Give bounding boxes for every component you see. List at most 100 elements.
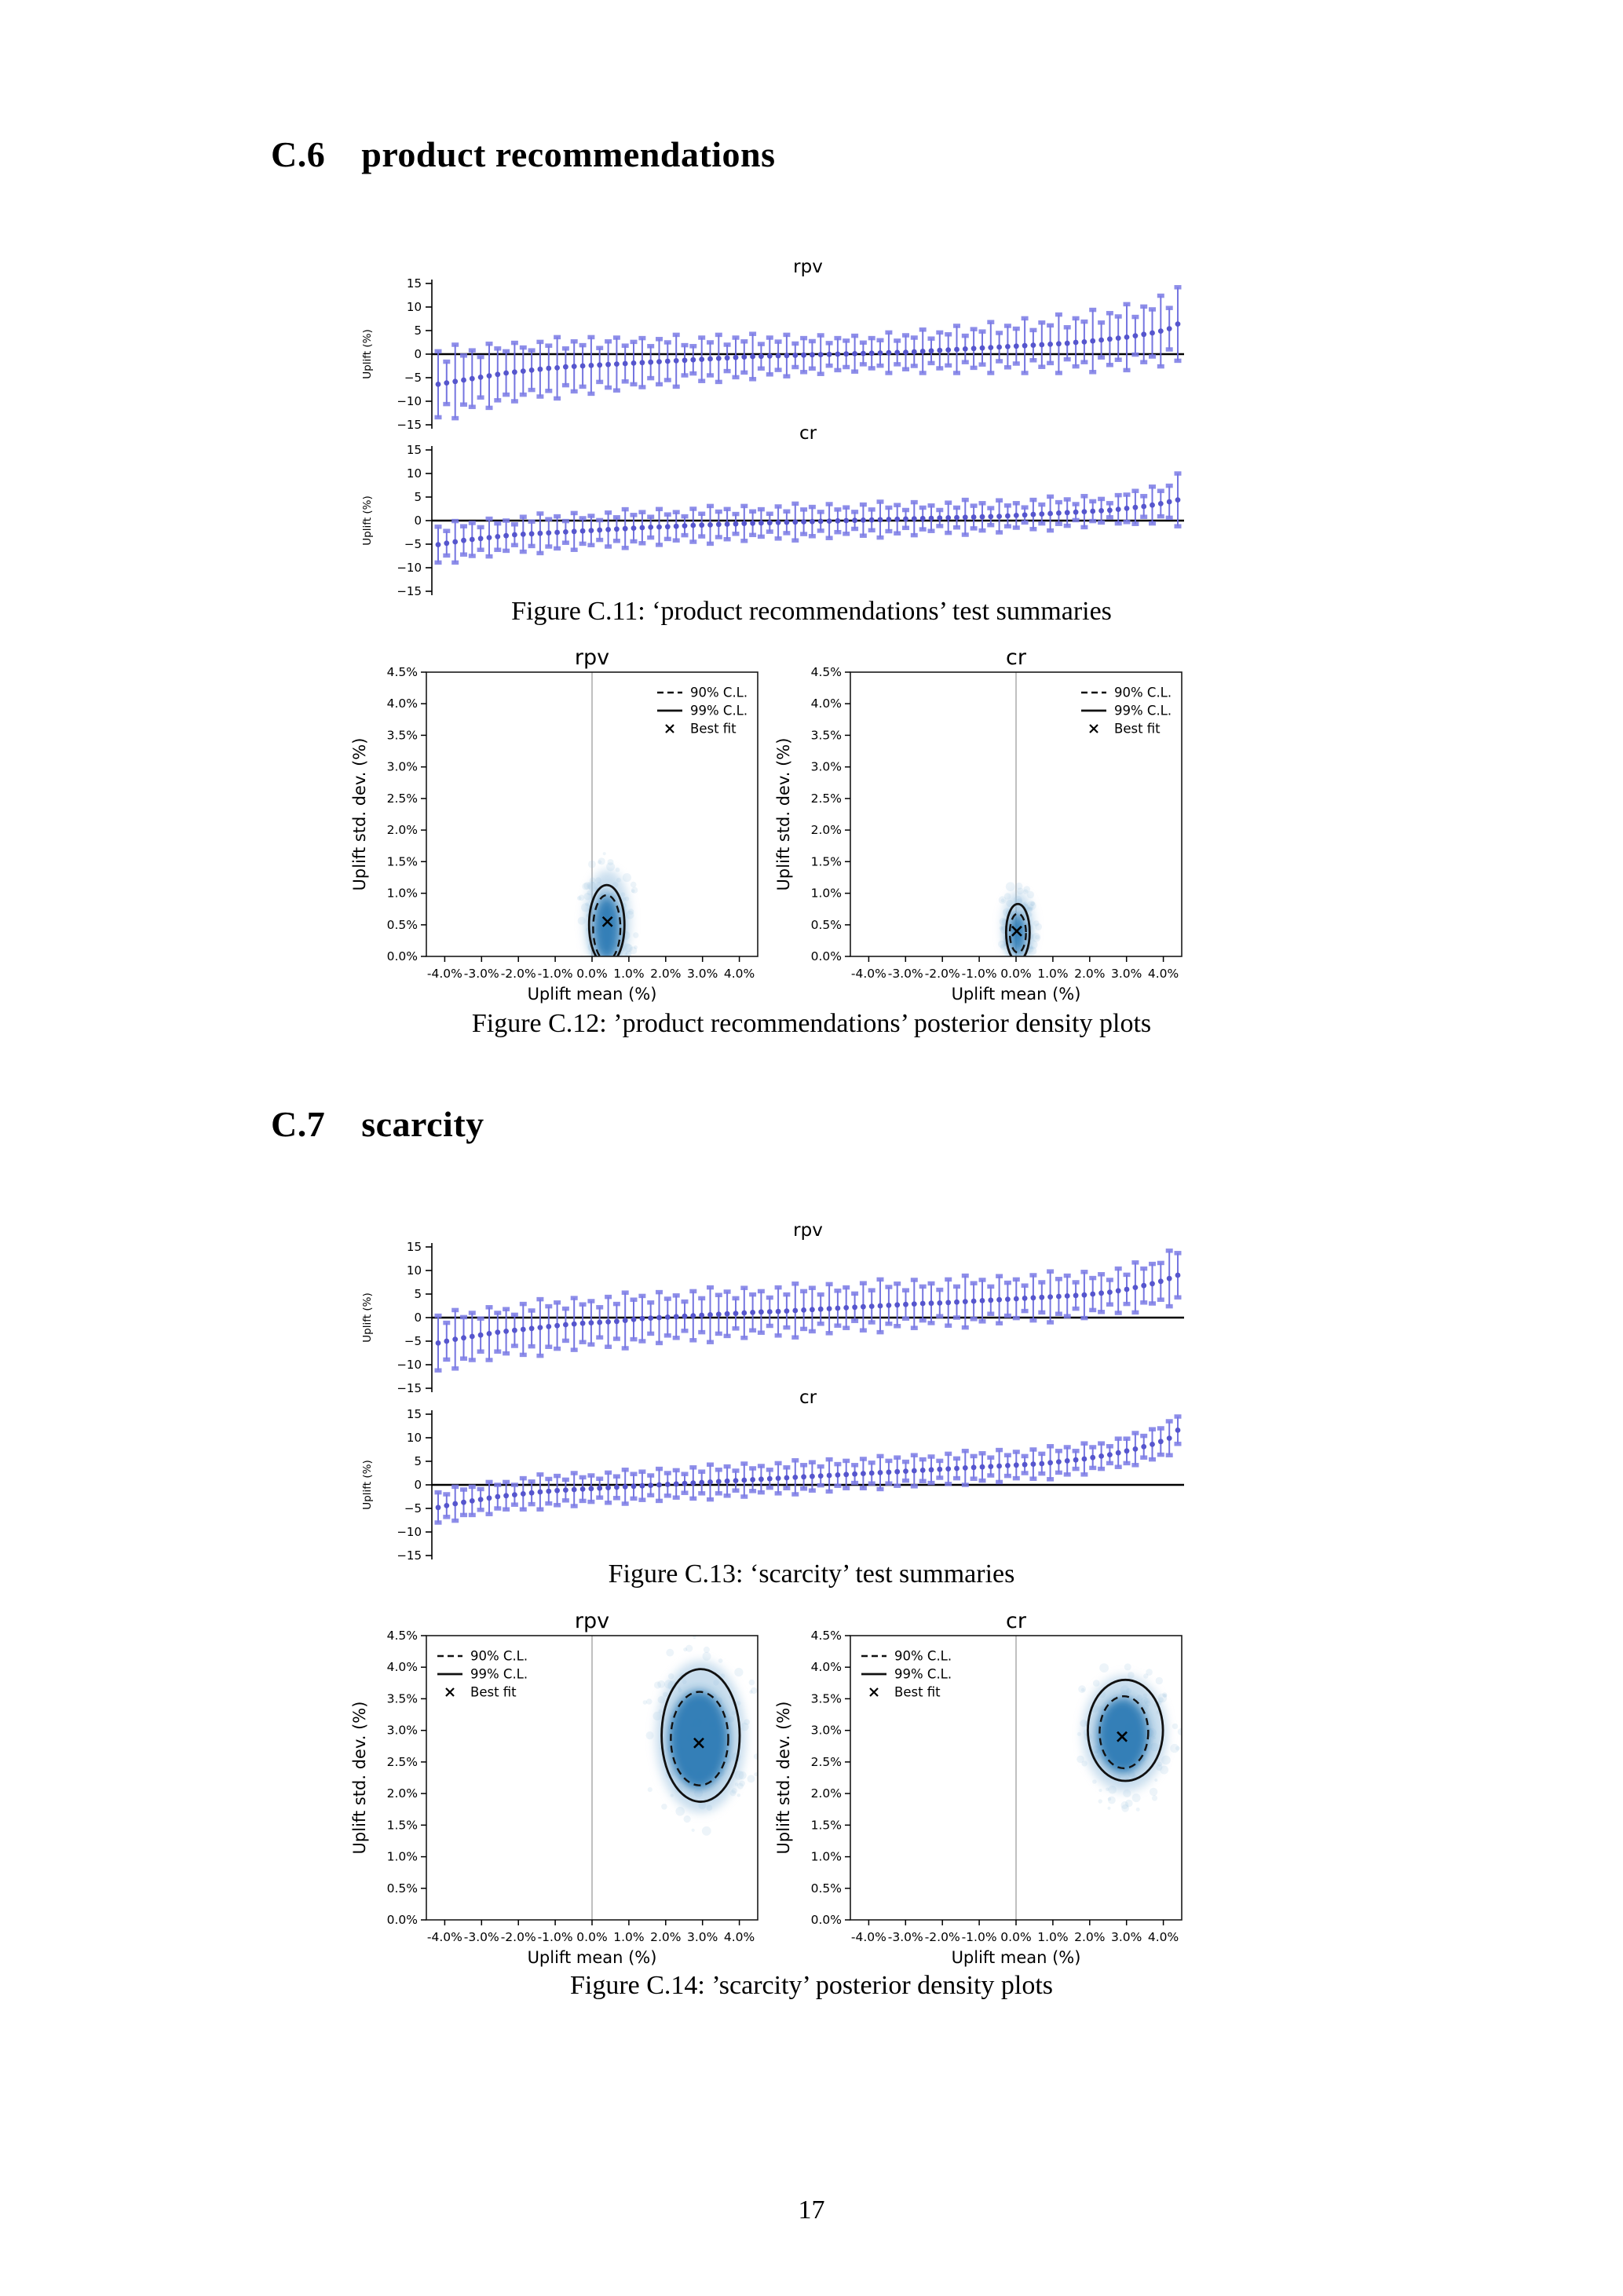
svg-text:-3.0%: -3.0% bbox=[464, 1930, 499, 1944]
svg-text:Best fit: Best fit bbox=[894, 1685, 941, 1700]
svg-text:0.0%: 0.0% bbox=[576, 1930, 607, 1944]
svg-text:0.5%: 0.5% bbox=[387, 918, 418, 932]
svg-text:1.0%: 1.0% bbox=[811, 887, 842, 901]
svg-text:3.0%: 3.0% bbox=[811, 760, 842, 774]
svg-text:2.0%: 2.0% bbox=[650, 1930, 681, 1944]
svg-text:4.0%: 4.0% bbox=[724, 1930, 755, 1944]
svg-text:0.0%: 0.0% bbox=[387, 1913, 418, 1927]
svg-text:1.0%: 1.0% bbox=[1037, 1930, 1068, 1944]
svg-text:−15: −15 bbox=[397, 418, 422, 432]
svg-text:Best fit: Best fit bbox=[690, 722, 737, 737]
svg-text:2.0%: 2.0% bbox=[1074, 1930, 1105, 1944]
svg-text:4.5%: 4.5% bbox=[811, 665, 842, 679]
svg-text:0.0%: 0.0% bbox=[576, 967, 607, 981]
svg-text:0: 0 bbox=[414, 1311, 422, 1325]
svg-text:2.0%: 2.0% bbox=[387, 823, 418, 837]
svg-text:Uplift std. dev. (%): Uplift std. dev. (%) bbox=[776, 738, 793, 891]
svg-text:cr: cr bbox=[799, 1387, 817, 1408]
svg-text:Uplift mean (%): Uplift mean (%) bbox=[528, 1948, 657, 1967]
svg-text:Uplift (%): Uplift (%) bbox=[361, 1460, 374, 1509]
svg-text:99% C.L.: 99% C.L. bbox=[470, 1667, 528, 1682]
svg-text:1.0%: 1.0% bbox=[387, 887, 418, 901]
svg-text:−10: −10 bbox=[397, 1525, 422, 1539]
errorbar-chart-c13-cr: cr Uplift (%) 15 10 5 0 −5 −10 −15 bbox=[353, 1384, 1225, 1577]
svg-text:2.0%: 2.0% bbox=[811, 823, 842, 837]
svg-text:1.0%: 1.0% bbox=[613, 1930, 644, 1944]
svg-text:15: 15 bbox=[407, 443, 422, 457]
svg-text:5: 5 bbox=[414, 1287, 422, 1301]
svg-text:0.0%: 0.0% bbox=[811, 1913, 842, 1927]
svg-text:−15: −15 bbox=[397, 584, 422, 598]
section-number-c7: C.7 bbox=[271, 1104, 326, 1144]
figure-caption-c11: Figure C.11: ‘product recommendations’ t… bbox=[511, 597, 1112, 626]
svg-text:5: 5 bbox=[414, 324, 422, 338]
svg-text:0.0%: 0.0% bbox=[811, 949, 842, 963]
svg-text:-3.0%: -3.0% bbox=[888, 1930, 923, 1944]
svg-text:Uplift mean (%): Uplift mean (%) bbox=[952, 985, 1081, 1004]
svg-text:5: 5 bbox=[414, 1454, 422, 1468]
svg-text:99% C.L.: 99% C.L. bbox=[1114, 704, 1172, 718]
svg-text:-4.0%: -4.0% bbox=[851, 967, 886, 981]
svg-text:2.0%: 2.0% bbox=[1074, 967, 1105, 981]
figure-caption-c14: Figure C.14: ’scarcity’ posterior densit… bbox=[569, 1971, 1054, 2000]
svg-text:3.0%: 3.0% bbox=[1111, 1930, 1142, 1944]
svg-text:Uplift (%): Uplift (%) bbox=[361, 495, 374, 545]
svg-text:3.0%: 3.0% bbox=[687, 967, 718, 981]
svg-text:1.0%: 1.0% bbox=[387, 1850, 418, 1864]
svg-text:-4.0%: -4.0% bbox=[427, 1930, 462, 1944]
svg-text:3.5%: 3.5% bbox=[811, 728, 842, 742]
svg-text:−15: −15 bbox=[397, 1381, 422, 1395]
svg-text:−10: −10 bbox=[397, 561, 422, 575]
svg-text:10: 10 bbox=[407, 1263, 422, 1278]
svg-text:-1.0%: -1.0% bbox=[538, 1930, 573, 1944]
svg-text:3.0%: 3.0% bbox=[687, 1930, 718, 1944]
svg-text:4.0%: 4.0% bbox=[811, 696, 842, 711]
svg-text:−10: −10 bbox=[397, 1358, 422, 1372]
density-plot-c12-rpv: rpv -4.0% -3.0% -2.0% -1.0% 0.0% 1.0% 2.0% 3.0% 4… bbox=[350, 645, 793, 1028]
svg-text:−5: −5 bbox=[404, 1334, 422, 1348]
svg-text:−5: −5 bbox=[404, 1501, 422, 1515]
svg-text:1.0%: 1.0% bbox=[811, 1850, 842, 1864]
svg-text:10: 10 bbox=[407, 1431, 422, 1445]
svg-text:4.0%: 4.0% bbox=[724, 967, 755, 981]
svg-text:2.5%: 2.5% bbox=[811, 792, 842, 806]
svg-text:0.5%: 0.5% bbox=[811, 1881, 842, 1896]
svg-text:2.0%: 2.0% bbox=[387, 1786, 418, 1801]
svg-text:3.5%: 3.5% bbox=[387, 728, 418, 742]
errorbar-chart-c13-rpv: rpv Uplift (%) 15 10 5 0 −5 −10 −15 bbox=[353, 1217, 1225, 1409]
svg-text:4.0%: 4.0% bbox=[811, 1660, 842, 1674]
svg-text:Uplift (%): Uplift (%) bbox=[361, 1292, 374, 1342]
svg-text:0.0%: 0.0% bbox=[387, 949, 418, 963]
figure-caption-c13: Figure C.13: ‘scarcity’ test summaries bbox=[608, 1559, 1015, 1589]
svg-text:1.5%: 1.5% bbox=[811, 854, 842, 868]
svg-text:1.5%: 1.5% bbox=[387, 1818, 418, 1832]
svg-text:1.0%: 1.0% bbox=[613, 967, 644, 981]
svg-text:−10: −10 bbox=[397, 394, 422, 408]
svg-text:0.5%: 0.5% bbox=[811, 918, 842, 932]
svg-text:2.0%: 2.0% bbox=[811, 1786, 842, 1801]
svg-text:rpv: rpv bbox=[575, 649, 609, 670]
svg-text:90% C.L.: 90% C.L. bbox=[894, 1649, 952, 1664]
svg-text:-2.0%: -2.0% bbox=[501, 1930, 536, 1944]
svg-text:cr: cr bbox=[1006, 1612, 1027, 1633]
svg-text:-1.0%: -1.0% bbox=[962, 1930, 997, 1944]
svg-text:4.5%: 4.5% bbox=[387, 665, 418, 679]
svg-text:90% C.L.: 90% C.L. bbox=[470, 1649, 528, 1664]
page-number: 17 bbox=[798, 2195, 825, 2225]
svg-text:3.5%: 3.5% bbox=[387, 1691, 418, 1706]
svg-text:3.0%: 3.0% bbox=[1111, 967, 1142, 981]
svg-text:Uplift std. dev. (%): Uplift std. dev. (%) bbox=[352, 738, 369, 891]
svg-text:Best fit: Best fit bbox=[470, 1685, 517, 1700]
section-title-c7: scarcity bbox=[361, 1104, 484, 1144]
svg-text:-1.0%: -1.0% bbox=[962, 967, 997, 981]
svg-text:3.5%: 3.5% bbox=[811, 1691, 842, 1706]
svg-text:Best fit: Best fit bbox=[1114, 722, 1161, 737]
density-plot-c12-cr: cr -4.0% -3.0% -2.0% -1.0% 0.0% 1.0% 2.0% 3.0% 4.… bbox=[774, 645, 1217, 1028]
svg-text:Uplift (%): Uplift (%) bbox=[361, 329, 374, 378]
errorbar-chart-c11-rpv: rpv Uplift (%) 15 10 5 0 −5 −10 −15 bbox=[353, 254, 1225, 446]
svg-text:-1.0%: -1.0% bbox=[538, 967, 573, 981]
svg-text:-3.0%: -3.0% bbox=[888, 967, 923, 981]
svg-text:Uplift std. dev. (%): Uplift std. dev. (%) bbox=[352, 1702, 369, 1855]
svg-text:rpv: rpv bbox=[575, 1612, 609, 1633]
svg-text:-3.0%: -3.0% bbox=[464, 967, 499, 981]
